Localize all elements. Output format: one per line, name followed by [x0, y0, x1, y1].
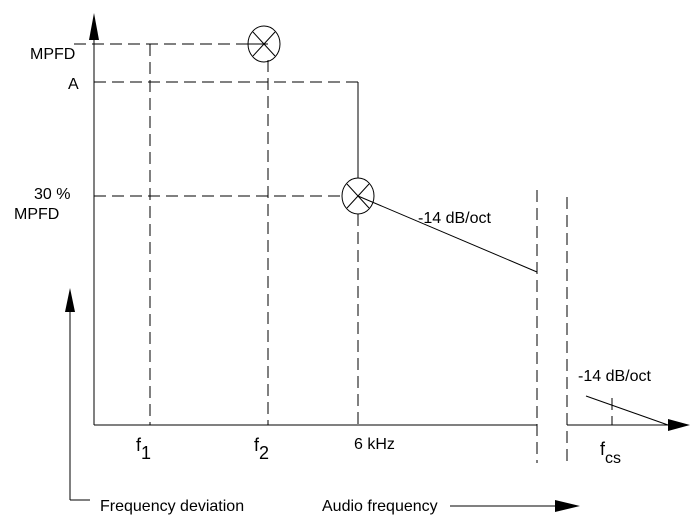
freq-dev-arrow-head — [65, 288, 75, 312]
y-label-30pct: 30 % — [34, 186, 71, 203]
slope-lower — [585, 395, 669, 426]
x-label-f1-sub: 1 — [141, 443, 152, 463]
x-label-f2-base: f — [254, 435, 260, 455]
y-label-a: A — [68, 76, 79, 93]
x-label-fcs-base: f — [600, 439, 606, 459]
x-axis-arrow — [668, 419, 690, 431]
marker-mpfd-f2 — [247, 25, 281, 63]
x-label-f2-sub: 2 — [259, 443, 270, 463]
x-label-6khz: 6 kHz — [354, 436, 395, 453]
slope-label-upper: -14 dB/oct — [418, 210, 491, 227]
x-label-f1-base: f — [136, 435, 142, 455]
audio-freq-arrow-head — [555, 500, 580, 512]
slope-label-lower: -14 dB/oct — [578, 368, 651, 385]
y-label-mpfd: MPFD — [30, 46, 76, 63]
x-label-f2: f2 — [254, 435, 269, 462]
axis-title-audio-frequency: Audio frequency — [322, 498, 438, 515]
y-label-30pct-mpfd: MPFD — [14, 206, 60, 223]
marker-30pct-6khz — [341, 177, 375, 215]
x-label-fcs: fcs — [600, 439, 621, 467]
x-label-fcs-sub: cs — [605, 450, 622, 467]
y-axis-arrow — [89, 13, 99, 40]
slope-upper — [357, 195, 538, 273]
x-label-f1: f1 — [136, 435, 151, 462]
axis-title-frequency-deviation: Frequency deviation — [100, 498, 245, 515]
